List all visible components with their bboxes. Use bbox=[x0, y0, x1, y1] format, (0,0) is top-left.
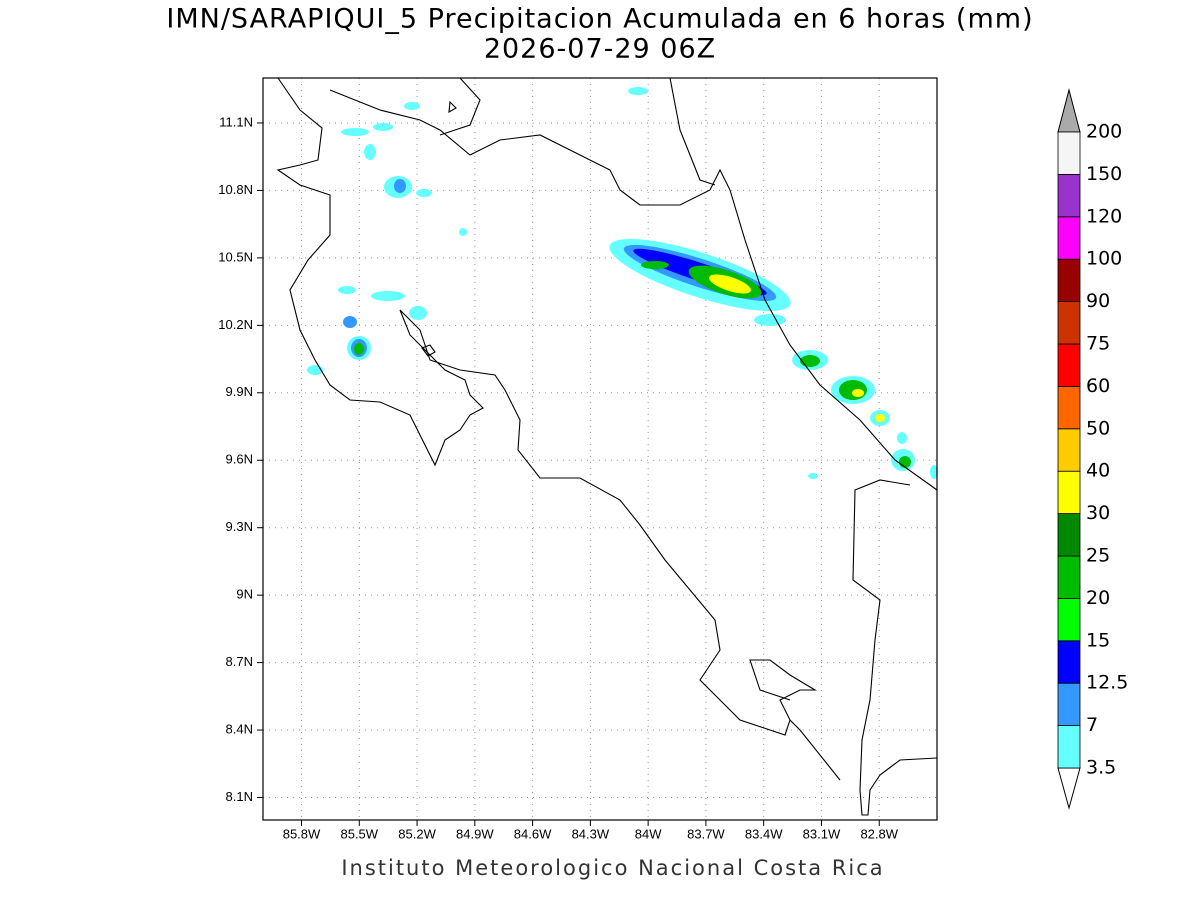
y-tick-label: 11.1N bbox=[219, 114, 253, 129]
x-tick-label: 83.1W bbox=[803, 826, 841, 841]
y-tick-label: 10.8N bbox=[218, 182, 253, 197]
x-tick-label: 84.9W bbox=[456, 826, 494, 841]
colorbar-segment bbox=[1057, 725, 1081, 769]
colorbar-segment bbox=[1057, 470, 1081, 515]
x-tick-label: 83.7W bbox=[687, 826, 725, 841]
y-tick-label: 9.3N bbox=[226, 519, 253, 534]
colorbar-over bbox=[1057, 88, 1081, 133]
colorbar-label: 75 bbox=[1086, 333, 1110, 355]
colorbar-segment bbox=[1057, 216, 1081, 260]
x-tick-label: 84W bbox=[635, 826, 662, 841]
precipitation bbox=[307, 87, 938, 479]
colorbar-label: 7 bbox=[1086, 714, 1098, 736]
colorbar-label: 50 bbox=[1086, 417, 1110, 439]
colorbar-label: 25 bbox=[1086, 545, 1110, 567]
subtitle: 2026-07-29 06Z bbox=[484, 34, 716, 65]
colorbar-segment bbox=[1057, 301, 1081, 345]
colorbar-label: 100 bbox=[1086, 248, 1122, 270]
colorbar-segment bbox=[1057, 173, 1081, 218]
x-tick-label: 85.8W bbox=[283, 826, 321, 841]
colorbar-segment bbox=[1057, 513, 1081, 557]
colorbar: 3.5 7 12.5 15 20 25 30 40 50 60 75 90 100 120 150 200 bbox=[1057, 88, 1128, 810]
x-tick-label: 82.8W bbox=[860, 826, 898, 841]
x-tick-label: 83.4W bbox=[745, 826, 783, 841]
colorbar-segment bbox=[1057, 682, 1081, 727]
colorbar-label: 90 bbox=[1086, 290, 1110, 312]
y-tick-label: 8.1N bbox=[226, 789, 253, 804]
colorbar-label: 120 bbox=[1086, 205, 1122, 227]
grid bbox=[263, 78, 937, 820]
colorbar-label: 200 bbox=[1086, 121, 1122, 143]
y-tick-label: 9N bbox=[236, 587, 253, 602]
colorbar-label: 15 bbox=[1086, 629, 1110, 651]
colorbar-segment bbox=[1057, 385, 1081, 430]
colorbar-segment bbox=[1057, 343, 1081, 387]
map-frame bbox=[262, 77, 938, 821]
credit: Instituto Meteorologico Nacional Costa R… bbox=[341, 856, 884, 880]
colorbar-label: 60 bbox=[1086, 375, 1110, 397]
y-tick-label: 9.6N bbox=[226, 452, 253, 467]
y-tick-label: 8.7N bbox=[226, 654, 253, 669]
colorbar-label: 20 bbox=[1086, 587, 1110, 609]
x-tick-label: 84.3W bbox=[572, 826, 610, 841]
x-tick-label: 85.5W bbox=[340, 826, 378, 841]
colorbar-segment bbox=[1057, 598, 1081, 642]
y-tick-label: 10.2N bbox=[218, 317, 253, 332]
coastline bbox=[276, 77, 938, 816]
colorbar-label: 150 bbox=[1086, 163, 1122, 185]
colorbar-segment bbox=[1057, 258, 1081, 303]
y-tick-label: 8.4N bbox=[226, 721, 253, 736]
colorbar-under bbox=[1057, 767, 1081, 810]
colorbar-segment bbox=[1057, 640, 1081, 684]
y-tick-label: 10.5N bbox=[218, 249, 253, 264]
y-tick-label: 9.9N bbox=[226, 384, 253, 399]
colorbar-segment bbox=[1057, 428, 1081, 472]
colorbar-label: 3.5 bbox=[1086, 757, 1116, 779]
x-tick-label: 84.6W bbox=[514, 826, 552, 841]
axes: 85.8W 85.5W 85.2W 84.9W 84.6W 84.3W 84W 83.7W 83… bbox=[218, 114, 898, 841]
title: IMN/SARAPIQUI_5 Precipitacion Acumulada … bbox=[166, 4, 1033, 35]
colorbar-label: 40 bbox=[1086, 460, 1110, 482]
colorbar-segment bbox=[1057, 555, 1081, 599]
colorbar-label: 30 bbox=[1086, 502, 1110, 524]
colorbar-label: 12.5 bbox=[1086, 672, 1128, 694]
x-tick-label: 85.2W bbox=[398, 826, 436, 841]
colorbar-segment bbox=[1057, 131, 1081, 175]
